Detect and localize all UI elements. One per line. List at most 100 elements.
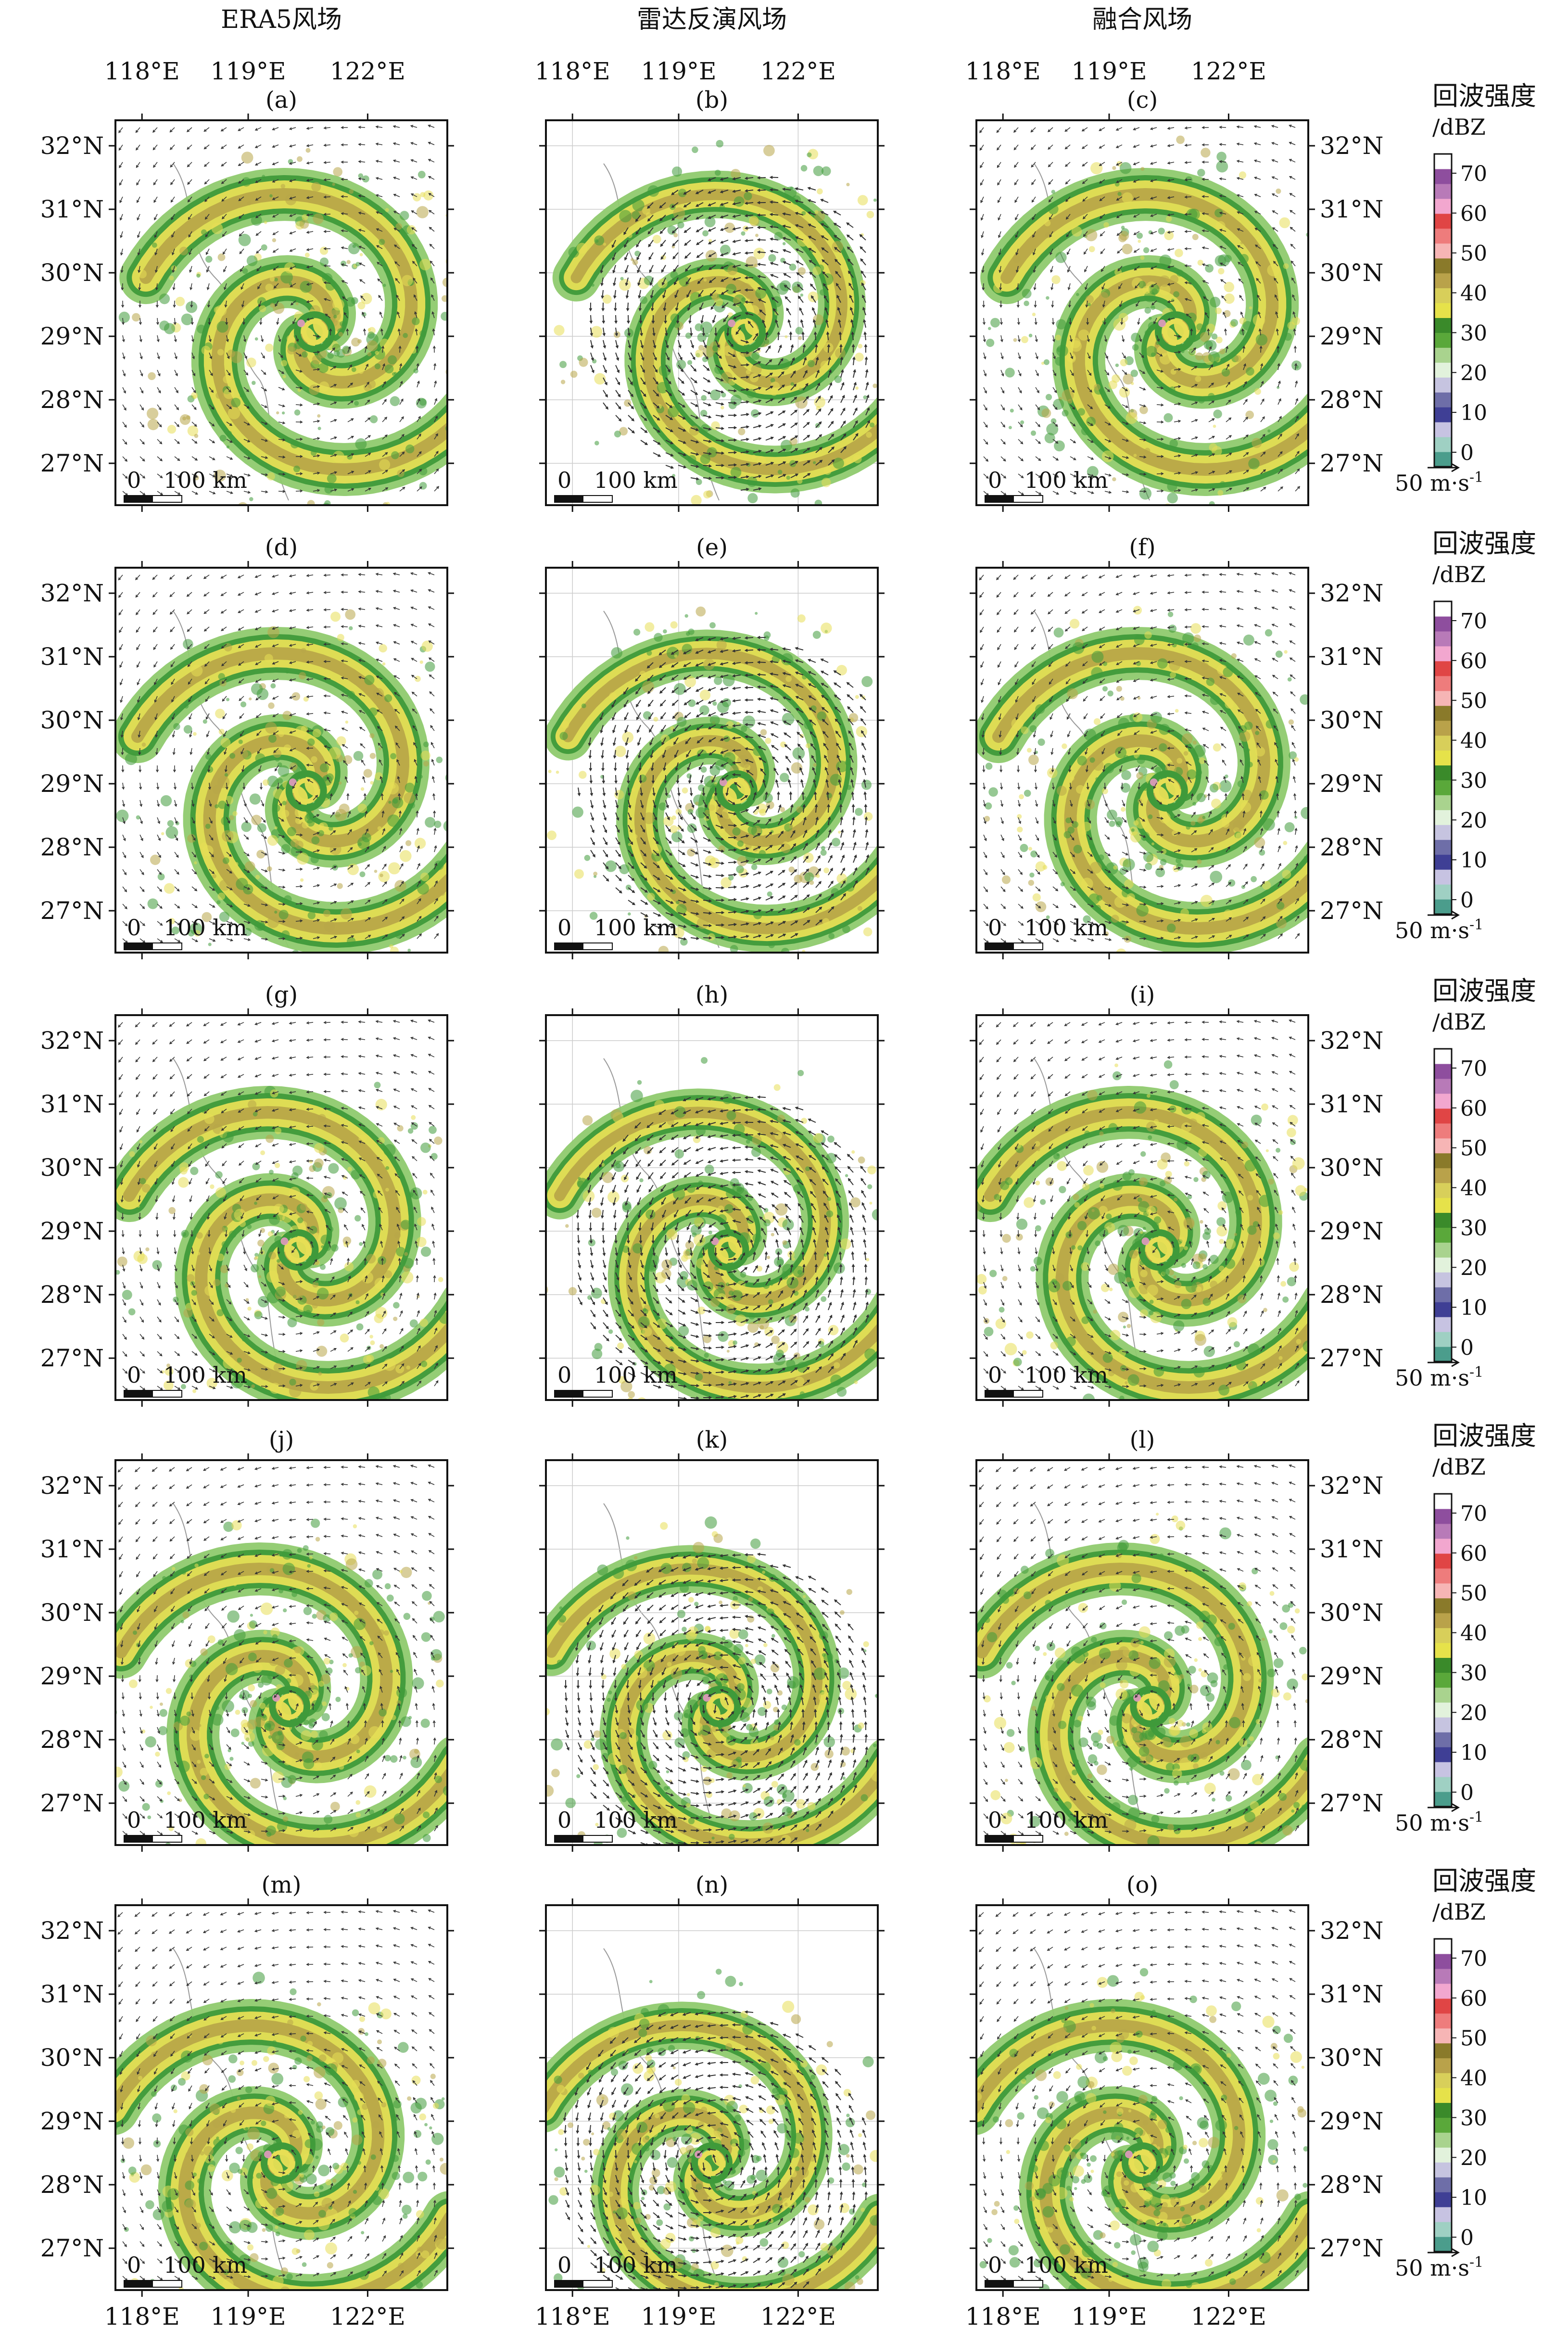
colorbar-swatch — [1434, 1257, 1452, 1273]
colorbar-swatch — [1434, 1197, 1452, 1213]
lon-tick-label: 119°E — [211, 2303, 286, 2330]
lon-tick-label: 122°E — [1191, 57, 1266, 85]
wind-vectors — [118, 1019, 439, 1391]
scale-bar-label: 100 km — [1024, 2252, 1108, 2278]
map-panel-j: (j) 32°N 31°N 30°N 29°N 28°N 27°N 0 100 km — [40, 1426, 454, 1852]
map-panel-a: (a) 32°N 31°N 30°N 29°N 28°N 27°N 118°E 119°E 122… — [40, 57, 454, 512]
scale-bar: 0 100 km — [124, 915, 247, 950]
lon-tick-label: 122°E — [330, 57, 405, 85]
lat-tick-label: 31°N — [40, 195, 104, 223]
colorbar-unit: /dBZ — [1432, 1899, 1486, 1925]
lat-tick-label: 31°N — [40, 1090, 104, 1118]
colorbar-stack: 回波强度/dBZ 70 60 50 40 30 20 10 0 50 m·s-1 回波强度/dBZ 7… — [1395, 81, 1536, 2281]
colorbar-swatch — [1434, 1657, 1452, 1673]
lat-tick-label: 29°N — [1320, 322, 1383, 350]
lon-tick-label: 119°E — [211, 57, 286, 85]
scale-bar: 0 100 km — [124, 2252, 247, 2288]
colorbar-swatch — [1434, 1954, 1452, 1969]
colorbar-tick-label: 0 — [1460, 1336, 1474, 1360]
reflectivity-field — [115, 609, 447, 953]
map-panel-d: (d) 32°N 31°N 30°N 29°N 28°N 27°N 0 100 km — [40, 534, 454, 959]
wind-reference: 50 m·s-1 — [1395, 910, 1483, 943]
lat-tick-label: 29°N — [1320, 1662, 1383, 1690]
wind-reference-superscript: -1 — [1469, 469, 1483, 486]
lat-tick-label: 27°N — [40, 449, 104, 477]
colorbar-tick-label: 40 — [1460, 281, 1487, 306]
lat-tick-label: 31°N — [40, 643, 104, 671]
colorbar-tick-label: 40 — [1460, 729, 1487, 753]
scale-bar-zero: 0 — [557, 1362, 571, 1388]
lat-tick-label: 27°N — [40, 897, 104, 925]
wind-reference: 50 m·s-1 — [1395, 1358, 1483, 1391]
colorbar-swatch — [1434, 1598, 1452, 1614]
colorbar-swatch — [1434, 1317, 1452, 1332]
panel-label: (f) — [1129, 534, 1155, 561]
colorbar-3: 回波强度/dBZ 70 60 50 40 30 20 10 0 50 m·s-1 — [1395, 976, 1536, 1391]
wind-reference-superscript: -1 — [1469, 1364, 1483, 1381]
colorbar-swatch — [1434, 2058, 1452, 2074]
reflectivity-field — [118, 148, 447, 505]
lat-tick-label: 28°N — [40, 833, 104, 861]
wind-reference-superscript: -1 — [1469, 917, 1483, 933]
lat-tick-label: 29°N — [1320, 2107, 1383, 2135]
column-title-fusion: 融合风场 — [1092, 5, 1192, 34]
colorbar-swatch — [1434, 1998, 1452, 2014]
reflectivity-field — [546, 1516, 878, 1845]
colorbar-tick-label: 40 — [1460, 2066, 1487, 2091]
colorbar-swatch — [1434, 1968, 1452, 1984]
colorbar-swatch — [1434, 616, 1452, 632]
colorbar-tick-label: 30 — [1460, 2106, 1487, 2130]
lat-tick-label: 28°N — [40, 1726, 104, 1754]
column-title-radar: 雷达反演风场 — [637, 5, 787, 34]
colorbar-swatch — [1434, 2192, 1452, 2207]
lat-tick-label: 30°N — [40, 1599, 104, 1627]
lat-tick-label: 32°N — [1320, 132, 1383, 160]
lat-tick-label: 29°N — [40, 1662, 104, 1690]
panel-label: (c) — [1127, 87, 1158, 114]
lat-tick-label: 29°N — [40, 322, 104, 350]
lon-tick-label: 122°E — [760, 2303, 836, 2330]
scale-bar: 0 100 km — [985, 915, 1108, 950]
colorbar-swatch — [1434, 646, 1452, 662]
colorbar-swatch — [1434, 795, 1452, 810]
colorbar-tick-label: 30 — [1460, 1661, 1487, 1685]
wind-reference: 50 m·s-1 — [1395, 463, 1483, 496]
scale-bar-zero: 0 — [127, 1807, 141, 1833]
colorbar-swatch — [1434, 1672, 1452, 1688]
lat-tick-label: 29°N — [40, 2107, 104, 2135]
lon-tick-label: 122°E — [330, 2303, 405, 2330]
colorbar-swatch — [1434, 899, 1452, 915]
scale-bar-zero: 0 — [988, 915, 1002, 941]
colorbar-swatch — [1434, 750, 1452, 765]
lat-tick-label: 32°N — [40, 1472, 104, 1500]
colorbar-swatch — [1434, 154, 1452, 169]
map-panel-m: (m) 32°N 31°N 30°N 29°N 28°N 27°N 118°E 119°E 122… — [40, 1872, 454, 2330]
map-panel-l: (l) 32°N 31°N 30°N 29°N 28°N 27°N 0 100 km — [970, 1426, 1383, 1852]
colorbar-swatch — [1434, 1168, 1452, 1184]
map-panel-n: (n) 118°E 119°E 122°E 0 100 km — [535, 1872, 885, 2330]
colorbar-tick-label: 70 — [1460, 1947, 1487, 1971]
scale-bar-zero: 0 — [127, 2252, 141, 2278]
colorbar-tick-label: 10 — [1460, 1296, 1487, 1320]
colorbar-tick-label: 10 — [1460, 848, 1487, 873]
panel-label: (j) — [269, 1426, 294, 1453]
colorbar-tick-label: 60 — [1460, 1541, 1487, 1566]
lat-tick-label: 29°N — [1320, 1217, 1383, 1245]
lat-tick-label: 30°N — [40, 1154, 104, 1182]
wind-vectors — [978, 1464, 1299, 1836]
colorbar-tick-label: 70 — [1460, 1502, 1487, 1526]
wind-vectors — [577, 636, 870, 941]
colorbar-swatch — [1434, 377, 1452, 393]
lat-tick-label: 30°N — [1320, 706, 1383, 734]
wind-reference-label: 50 m·s-1 — [1395, 1364, 1483, 1391]
scale-bar: 0 100 km — [124, 1362, 247, 1398]
wind-reference-label: 50 m·s-1 — [1395, 469, 1483, 496]
wind-reference-label: 50 m·s-1 — [1395, 2254, 1483, 2281]
colorbar-swatch — [1434, 2162, 1452, 2177]
colorbar-tick-label: 30 — [1460, 768, 1487, 793]
colorbar-swatch — [1434, 705, 1452, 721]
colorbar-swatch — [1434, 675, 1452, 691]
map-frame — [114, 119, 448, 506]
map-panel-h: (h) 0 100 km — [539, 981, 885, 1407]
colorbar-swatch — [1434, 854, 1452, 870]
